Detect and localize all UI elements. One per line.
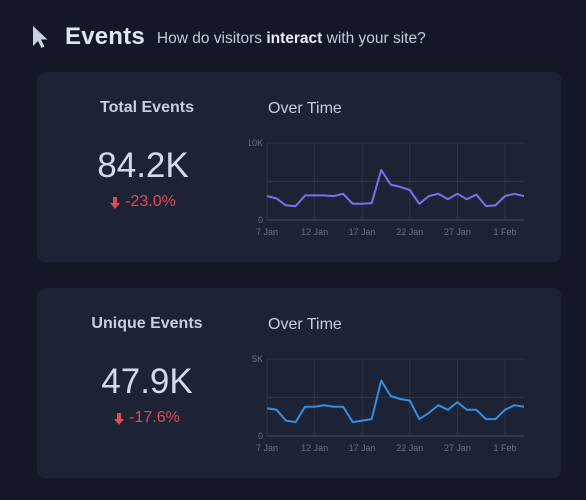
x-tick-label: 27 Jan — [444, 227, 471, 237]
arrow-down-icon — [110, 196, 121, 209]
x-tick-label: 1 Feb — [493, 443, 516, 453]
change-text: -23.0% — [125, 193, 176, 210]
chart-title: Over Time — [268, 100, 342, 117]
x-tick-label: 12 Jan — [301, 227, 328, 237]
x-tick-label: 17 Jan — [349, 443, 376, 453]
metric-change: -17.6% — [87, 409, 207, 427]
y-tick-label: 5K — [252, 354, 263, 364]
subtitle-bold: interact — [266, 29, 323, 47]
metric-change: -23.0% — [83, 193, 203, 211]
page-header: Events How do visitors interact with you… — [30, 22, 426, 52]
x-tick-label: 7 Jan — [256, 227, 278, 237]
x-tick-label: 22 Jan — [396, 443, 423, 453]
page-subtitle: How do visitors interact with your site? — [157, 30, 426, 48]
x-tick-label: 22 Jan — [396, 227, 423, 237]
x-tick-label: 17 Jan — [349, 227, 376, 237]
series-line — [266, 169, 525, 208]
card-title: Unique Events — [91, 315, 203, 332]
arrow-down-icon — [114, 412, 125, 425]
events-line-chart: 0 10K 7 Jan 12 Jan 17 Jan 22 Jan 27 Jan 1 Feb — [249, 138, 525, 237]
y-tick-label: 0 — [258, 431, 263, 441]
x-tick-label: 12 Jan — [301, 443, 328, 453]
unique-events-line-chart: 0 5K 7 Jan 12 Jan 17 Jan 22 Jan 27 Jan 1 Feb — [252, 354, 525, 453]
series-line — [266, 379, 525, 424]
x-tick-label: 27 Jan — [444, 443, 471, 453]
metric-value: 47.9K — [101, 362, 193, 401]
unique-events-card: Unique Events 47.9K -17.6% Over Time 0 5K… — [37, 288, 561, 478]
card-title: Total Events — [100, 99, 194, 116]
total-events-card: Total Events 84.2K -23.0% Over Time 0 10K… — [37, 72, 561, 262]
y-tick-label: 10K — [249, 138, 263, 148]
cursor-icon — [30, 24, 50, 50]
chart-grid — [266, 142, 524, 221]
change-text: -17.6% — [129, 409, 180, 426]
subtitle-prefix: How do visitors — [156, 29, 267, 47]
x-tick-label: 7 Jan — [256, 443, 278, 453]
x-tick-label: 1 Feb — [493, 227, 516, 237]
page-title: Events — [65, 23, 145, 50]
metric-value: 84.2K — [97, 146, 189, 185]
chart-grid — [266, 358, 524, 437]
subtitle-suffix: with your site? — [322, 29, 426, 47]
chart-title: Over Time — [268, 316, 342, 333]
y-tick-label: 0 — [258, 215, 263, 225]
